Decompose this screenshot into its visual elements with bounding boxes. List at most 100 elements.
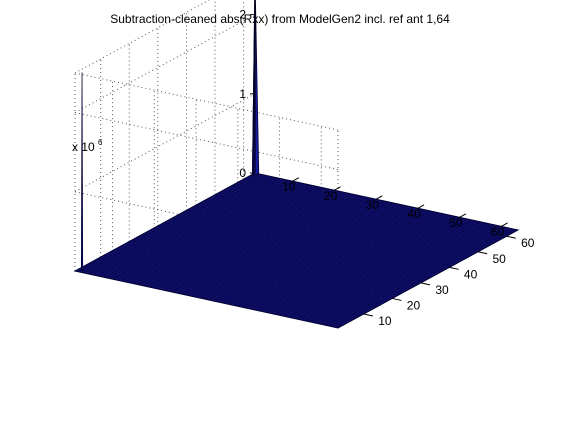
surface-mesh-line <box>204 200 385 300</box>
surface-mesh-line <box>104 179 285 278</box>
surface-mesh-line <box>296 220 477 320</box>
x-tick-label: 20 <box>324 189 338 203</box>
x-tick <box>459 213 467 218</box>
surface-mesh-line <box>180 213 444 271</box>
surface-mesh-line <box>124 183 306 283</box>
surface-mesh-line <box>120 182 302 282</box>
surface-mesh-line <box>154 227 419 285</box>
surface-mesh-line <box>99 178 281 277</box>
surface-mesh-line <box>249 175 513 234</box>
surface-mesh-line <box>186 210 450 268</box>
surface-mesh-line <box>134 238 399 296</box>
z-tick-label: 2 <box>239 8 246 22</box>
surface-mesh-line <box>74 172 256 272</box>
surface-mesh-line <box>200 199 381 299</box>
surface-mesh-line <box>132 239 396 298</box>
x-tick <box>334 186 341 191</box>
surface-mesh-line <box>114 248 379 307</box>
surface-mesh-line <box>241 208 423 308</box>
surface-mesh-line <box>308 223 489 322</box>
surface-mesh-line <box>137 236 401 295</box>
surface-mesh-line <box>95 177 277 276</box>
surface-mesh-line <box>112 250 376 309</box>
surface-mesh-line <box>83 266 347 324</box>
back-wall-edge <box>74 72 339 131</box>
x-tick <box>501 222 508 227</box>
surface-mesh-line <box>74 270 339 329</box>
surface-mesh-line <box>316 225 498 324</box>
surface-mesh-line <box>103 255 367 313</box>
z-multiplier-base: x 10 <box>72 140 95 154</box>
y-tick-label: 40 <box>464 267 478 281</box>
surface-mesh-line <box>137 186 318 285</box>
y-tick <box>477 251 488 255</box>
surface-mesh-line <box>203 200 467 259</box>
z-multiplier-exponent: 6 <box>98 138 103 147</box>
surface-mesh-line <box>163 222 427 281</box>
surface-mesh-line <box>192 206 456 265</box>
surface-mesh-line <box>169 219 433 277</box>
surface-mesh-line <box>170 193 352 293</box>
surface-mesh-line <box>333 228 514 328</box>
tick-labels: 10 20 30 40 50 60 10 20 30 40 50 60 0 1 2 <box>239 8 534 328</box>
z-tick-label: 1 <box>239 87 246 101</box>
surface-mesh-line <box>89 262 353 321</box>
surface-mesh-line <box>116 181 297 281</box>
surface-mesh-line <box>123 244 387 302</box>
y-tick-label: 30 <box>435 283 449 297</box>
surface-mesh-line <box>279 217 460 316</box>
x-tick-label: 50 <box>449 216 463 230</box>
surface-mesh-line <box>208 201 389 301</box>
surface-mesh-line <box>246 209 427 309</box>
surface-mesh-line <box>120 245 384 304</box>
y-tick <box>506 235 516 239</box>
surface-mesh-line <box>275 216 456 315</box>
surface-mesh-line <box>233 207 414 306</box>
surface-mesh-line <box>187 197 368 296</box>
surface-mesh-line <box>166 220 430 279</box>
surface-mesh-line <box>149 189 331 288</box>
surface-mesh-line <box>283 217 464 317</box>
surface-mesh-line <box>243 178 507 237</box>
surface-mesh-line <box>237 182 501 240</box>
surface-mesh-line <box>246 177 510 235</box>
surface-mesh-line <box>100 256 364 315</box>
surface-mesh-line <box>229 186 493 245</box>
surface-mesh-line <box>141 187 322 286</box>
y-tick <box>449 266 459 270</box>
surface-mesh-line <box>112 180 293 280</box>
surface-mesh-line <box>160 224 424 282</box>
surface-mesh-line <box>79 173 260 273</box>
surface-mesh-line <box>217 192 481 251</box>
surface-mesh-line <box>200 202 464 260</box>
surface-mesh-line <box>337 229 519 329</box>
surface-mesh-line <box>237 208 418 307</box>
surface-mesh-line <box>209 197 473 256</box>
surface-mesh-line <box>214 194 479 253</box>
surface-mesh-line <box>149 230 413 288</box>
chart-title: Subtraction-cleaned abs(Rxx) from ModelG… <box>110 12 450 26</box>
surface-mesh-line <box>254 211 435 311</box>
surface-mesh-line <box>216 203 398 303</box>
surface-mesh-line <box>140 234 404 293</box>
z-multiplier-label: x 10 6 <box>72 138 103 154</box>
surface-mesh-line <box>174 216 439 274</box>
surface-mesh-line <box>262 213 444 312</box>
surface-mesh-line <box>250 210 431 310</box>
surface-peak <box>252 0 256 177</box>
surface-mesh-line <box>189 208 453 267</box>
x-tick-label: 30 <box>366 198 380 212</box>
x-tick <box>417 204 425 209</box>
surface-mesh-line <box>194 205 459 263</box>
z-tick-label: 0 <box>239 166 246 180</box>
surface-mesh-line <box>162 191 343 291</box>
surface-mesh-line <box>146 231 410 290</box>
surface-mesh-line <box>158 190 339 290</box>
surface-mesh-line <box>183 196 364 295</box>
y-tick-label: 10 <box>378 314 392 328</box>
surface-mesh-line <box>129 241 393 299</box>
y-tick-label: 50 <box>493 252 507 266</box>
surface-mesh-line <box>232 185 496 243</box>
surface-mesh-line <box>152 228 416 287</box>
